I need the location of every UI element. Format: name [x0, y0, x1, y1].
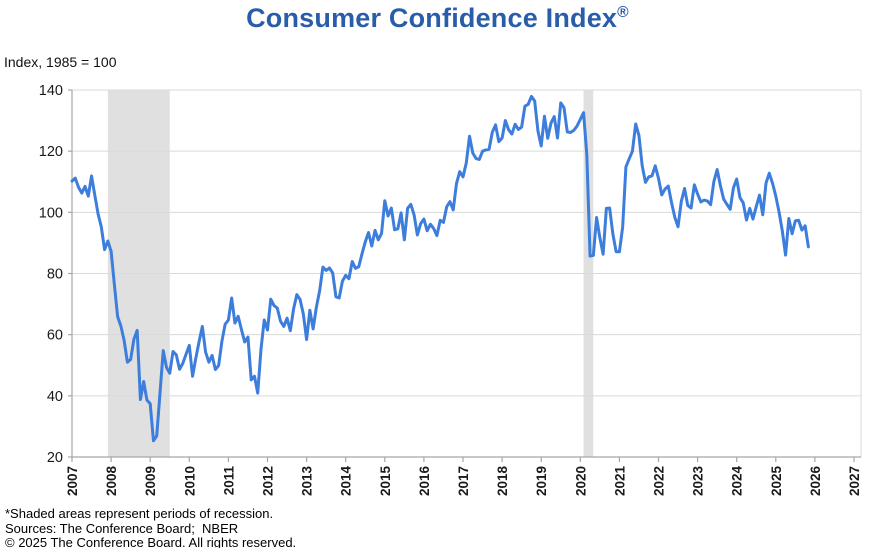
- cci-line-chart: 20 40 60 80 100 120 140 2007 2008 2009 2010 2011 201…: [39, 83, 862, 497]
- x-tick-label: 2008: [104, 466, 119, 497]
- x-tick-label: 2009: [143, 466, 158, 496]
- footnote-sources: Sources: The Conference Board; NBER: [5, 520, 239, 536]
- y-axis-note: Index, 1985 = 100: [4, 54, 117, 70]
- x-tick-label: 2007: [65, 466, 80, 496]
- x-tick-label: 2025: [769, 466, 784, 497]
- footnote-recession-shading: *Shaded areas represent periods of reces…: [5, 506, 274, 521]
- y-tick-label: 80: [47, 267, 63, 283]
- x-tick-label: 2012: [261, 466, 276, 496]
- x-tick-label: 2013: [300, 466, 315, 497]
- x-tick-label: 2019: [534, 466, 549, 496]
- x-tick-label: 2027: [847, 466, 862, 496]
- y-tick-label: 20: [47, 450, 63, 466]
- x-tick-label: 2014: [339, 466, 354, 497]
- x-tick-label: 2018: [495, 466, 510, 497]
- chart-footnotes: *Shaded areas represent periods of reces…: [5, 506, 297, 548]
- x-tick-label: 2023: [691, 466, 706, 497]
- registered-trademark-symbol: ®: [617, 4, 629, 21]
- footnote-copyright: © 2025 The Conference Board. All rights …: [5, 535, 297, 548]
- x-tick-label: 2024: [730, 466, 745, 497]
- x-tick-label: 2010: [182, 466, 197, 496]
- page-title: Consumer Confidence Index®: [0, 3, 875, 34]
- cci-series-line: [70, 94, 810, 443]
- x-tick-label: 2015: [378, 466, 393, 497]
- page-title-text: Consumer Confidence Index: [246, 3, 618, 33]
- y-tick-label: 140: [39, 83, 63, 99]
- y-tick-label: 100: [39, 205, 63, 221]
- y-tick-label: 40: [47, 389, 63, 405]
- x-tick-label: 2022: [652, 466, 667, 496]
- x-tick-label: 2017: [456, 466, 471, 496]
- x-tick-label: 2011: [221, 466, 236, 496]
- x-tick-label: 2026: [808, 466, 823, 497]
- x-tick-label: 2016: [417, 466, 432, 497]
- x-tick-label: 2021: [612, 466, 627, 497]
- y-tick-label: 60: [47, 328, 63, 344]
- x-tick-label: 2020: [573, 466, 588, 496]
- y-tick-label: 120: [39, 144, 63, 160]
